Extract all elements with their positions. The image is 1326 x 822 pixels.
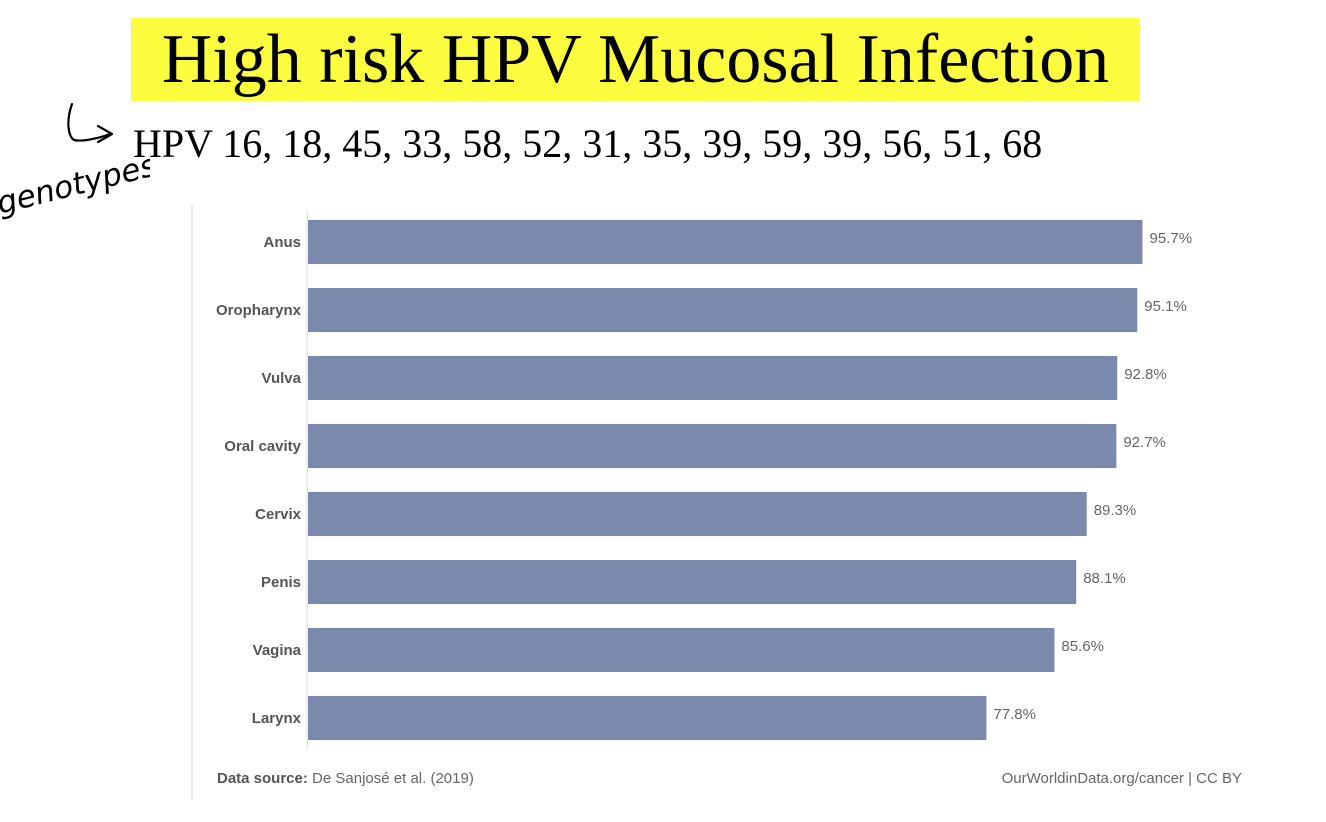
bar-anus [308,220,1143,264]
value-label: 92.7% [1123,434,1166,451]
bar-penis [308,560,1077,604]
category-label: Vulva [262,370,302,387]
value-label: 89.3% [1094,502,1137,519]
bars-group: Anus 95.7% Oropharynx 95.1% Vulva 92.8% Oral c… [216,220,1192,740]
handwritten-genotypes-annotation: genotypes [0,102,150,222]
source-text: De Sanjosé et al. (2019) [312,770,474,787]
hpv-bar-chart: Anus 95.7% Oropharynx 95.1% Vulva 92.8% Oral c… [191,205,1192,800]
genotypes-note: genotypes [0,147,150,221]
credit-link[interactable]: OurWorldinData.org/cancer | CC BY [1001,770,1242,787]
bar-vulva [308,356,1118,400]
value-label: 88.1% [1083,570,1126,587]
slide-title: High risk HPV Mucosal Infection [131,18,1140,101]
category-label: Oral cavity [224,438,301,455]
value-label: 85.6% [1061,638,1104,655]
bar-larynx [308,696,987,740]
data-source: Data source: De Sanjosé et al. (2019) [217,770,474,787]
category-label: Cervix [255,506,302,523]
category-label: Larynx [252,710,302,727]
value-label: 95.7% [1150,230,1193,247]
value-label: 95.1% [1144,298,1187,315]
source-label: Data source: [217,770,308,787]
genotype-list: HPV 16, 18, 45, 33, 58, 52, 31, 35, 39, … [133,121,1043,166]
category-label: Vagina [253,642,302,659]
bar-cervix [308,492,1087,536]
category-label: Oropharynx [216,302,302,319]
bar-oropharynx [308,288,1138,332]
category-label: Penis [261,574,301,591]
value-label: 77.8% [993,706,1036,723]
bar-vagina [308,628,1055,672]
value-label: 92.8% [1124,366,1167,383]
category-label: Anus [264,234,302,251]
bar-oral-cavity [308,424,1117,468]
